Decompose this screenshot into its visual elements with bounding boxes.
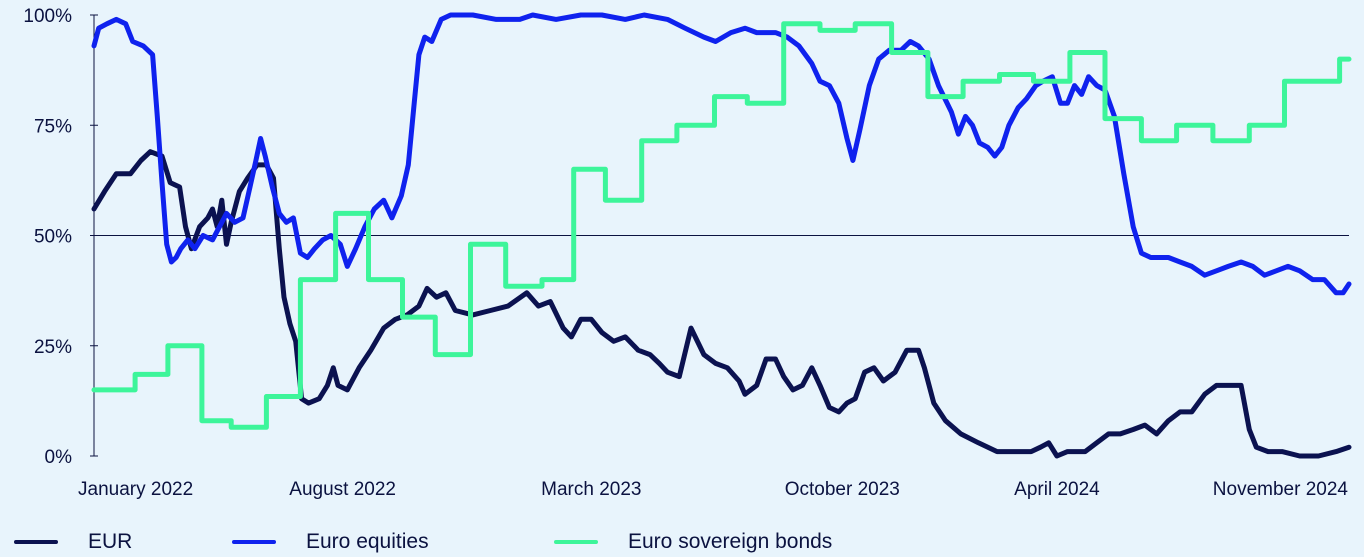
legend-label-euro-equities: Euro equities: [306, 530, 429, 553]
legend-item-eur: EUR: [14, 530, 132, 554]
legend-swatch-eur: [14, 540, 58, 544]
y-tick-label: 25%: [34, 337, 72, 358]
legend: EUR Euro equities Euro sovereign bonds: [0, 530, 1364, 557]
x-tick-label: April 2024: [1014, 479, 1100, 500]
x-tick-label: November 2024: [1213, 479, 1349, 500]
legend-item-euro-sovereign-bonds: Euro sovereign bonds: [554, 530, 832, 554]
legend-label-eur: EUR: [88, 530, 133, 553]
x-tick-label: October 2023: [785, 479, 900, 500]
series-line-euro-sovereign-bonds: [91, 21, 1352, 430]
legend-swatch-euro-equities: [232, 540, 276, 544]
line-chart-plot: 0% 25% 50% 75% 100% January 2022 August 2022 Ma…: [23, 6, 1352, 500]
legend-label-euro-sovereign-bonds: Euro sovereign bonds: [628, 530, 833, 553]
series-line-eur: [91, 149, 1352, 459]
x-tick-label: March 2023: [541, 479, 641, 500]
y-tick-label: 50%: [34, 227, 72, 248]
x-tick-label: August 2022: [289, 479, 396, 500]
legend-item-euro-equities: Euro equities: [232, 530, 429, 554]
series-line-euro-equities: [91, 12, 1352, 296]
y-tick-label: 75%: [34, 116, 72, 137]
y-tick-label: 100%: [23, 6, 72, 27]
legend-swatch-euro-sovereign-bonds: [554, 540, 598, 544]
y-tick-label: 0%: [45, 447, 73, 468]
x-tick-label: January 2022: [78, 479, 193, 500]
